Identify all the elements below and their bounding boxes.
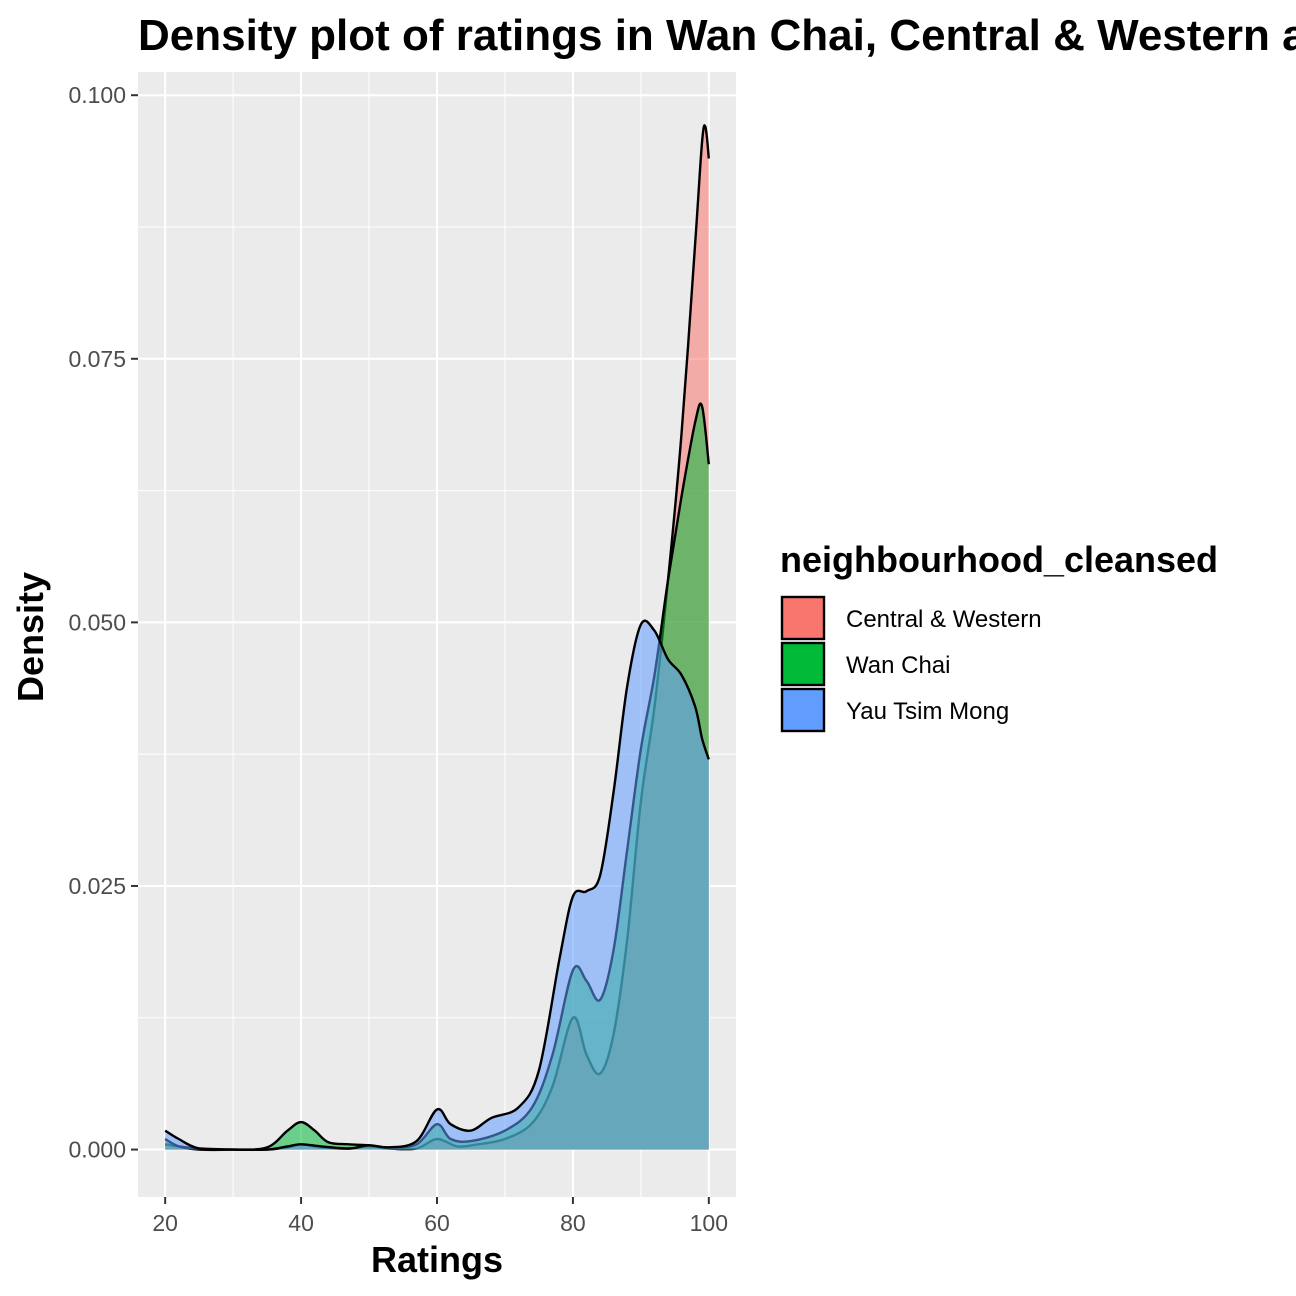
y-tick-label: 0.025 <box>68 873 126 899</box>
density-area-yau-tsim-mong <box>165 620 709 1150</box>
y-axis-title: Density <box>10 572 51 702</box>
density-curve-yau-tsim-mong <box>164 619 710 1152</box>
legend-key-yau-tsim-mong <box>780 687 826 733</box>
legend-title: neighbourhood_cleansed <box>780 539 1218 580</box>
x-tick-label: 60 <box>424 1210 450 1236</box>
y-tick-label: 0.100 <box>68 82 126 108</box>
chart-title: Density plot of ratings in Wan Chai, Cen… <box>138 11 1296 60</box>
x-tick-label: 20 <box>152 1210 178 1236</box>
legend-label-central-western: Central & Western <box>846 606 1042 633</box>
y-tick-label: 0.075 <box>68 346 126 372</box>
x-tick-label: 40 <box>288 1210 314 1236</box>
legend-label-wan-chai: Wan Chai <box>846 652 950 679</box>
legend-key-wan-chai <box>780 641 826 687</box>
legend: Central & Western Wan Chai Yau Tsim Mong <box>780 595 1042 733</box>
x-tick-label: 80 <box>560 1210 586 1236</box>
legend-key-central-western <box>780 595 826 641</box>
y-tick-label: 0.000 <box>68 1137 126 1163</box>
density-areas <box>164 124 710 1152</box>
x-axis-title: Ratings <box>371 1239 503 1280</box>
axis-ticks: 20 40 60 80 100 0.000 0.025 0.050 0.075 0.100 <box>68 82 728 1236</box>
x-tick-label: 100 <box>690 1210 728 1236</box>
y-tick-label: 0.050 <box>68 609 126 635</box>
legend-label-yau-tsim-mong: Yau Tsim Mong <box>846 698 1009 725</box>
